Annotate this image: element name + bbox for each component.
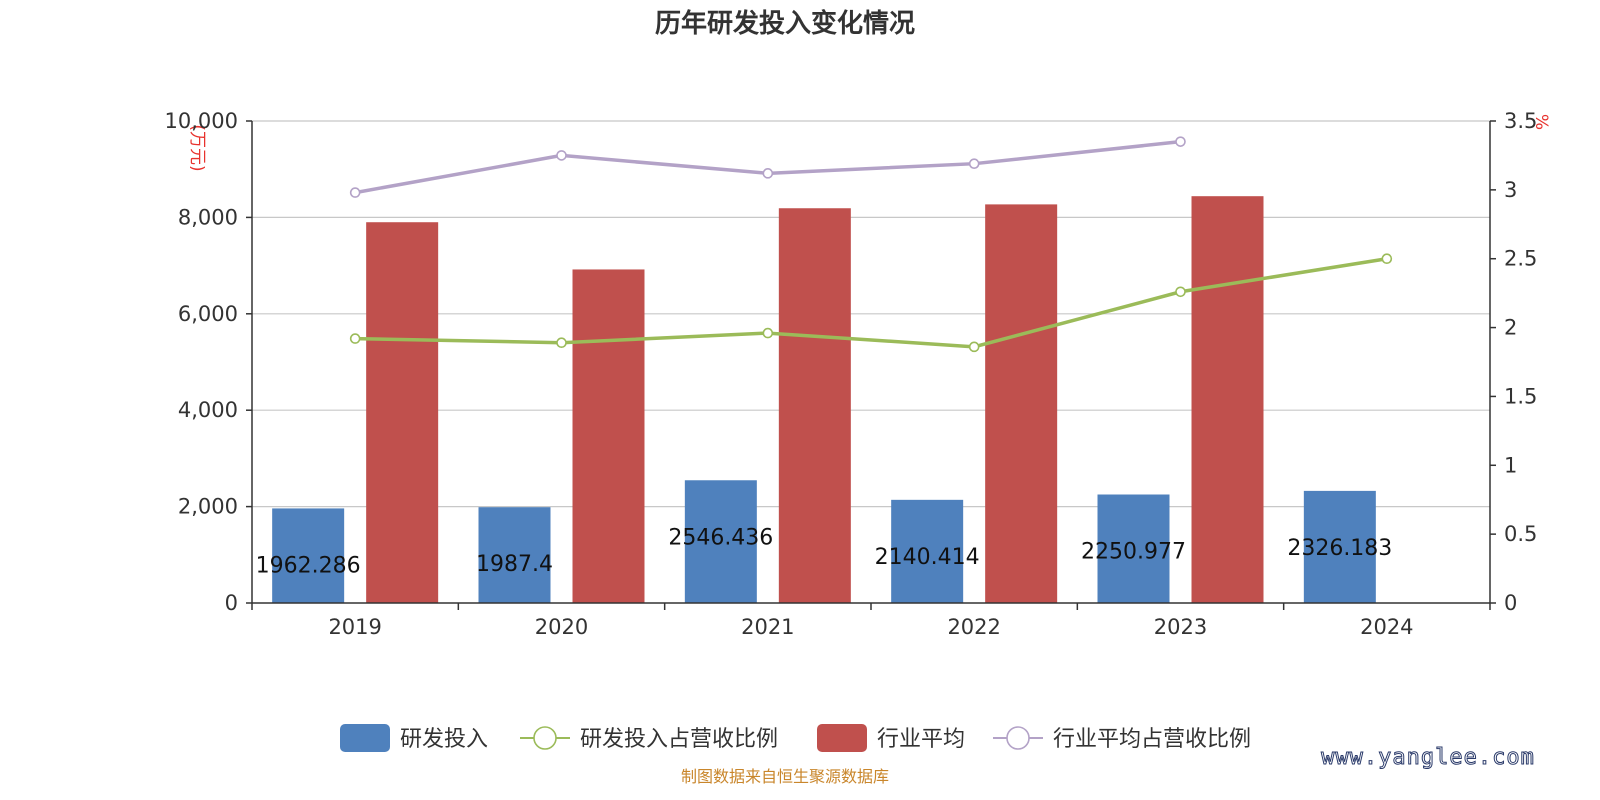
right-tick-label: 0.5 <box>1504 522 1537 546</box>
watermark: www.yanglee.com <box>1321 745 1535 770</box>
series-line <box>355 256 1388 349</box>
x-axis-ticks: 2019 2020 2021 2022 2023 2024 <box>251 603 1491 639</box>
legend-swatch <box>817 724 867 752</box>
x-tick-label: 2023 <box>1154 615 1207 639</box>
source-note: 制图数据来自恒生聚源数据库 <box>681 767 889 786</box>
right-tick-label: 3 <box>1504 178 1517 202</box>
right-tick-label: 1 <box>1504 453 1517 477</box>
legend: 研发投入 研发投入占营收比例 行业平均 行业平均占营收比例 <box>340 724 1251 752</box>
bar <box>572 269 645 603</box>
x-tick-label: 2024 <box>1360 615 1413 639</box>
left-tick-label: 0 <box>225 591 238 615</box>
legend-swatch-marker <box>1006 726 1030 750</box>
bar-data-label: 1962.286 <box>256 553 361 578</box>
right-axis-unit: % <box>1531 114 1551 130</box>
bar <box>1303 490 1376 603</box>
bars <box>272 196 1376 604</box>
legend-label: 行业平均占营收比例 <box>1053 727 1251 752</box>
legend-label: 研发投入占营收比例 <box>580 727 778 752</box>
line-point <box>1381 253 1393 265</box>
left-tick-label: 4,000 <box>178 398 238 422</box>
bar <box>778 208 851 603</box>
bar <box>272 508 345 603</box>
right-tick-label: 1.5 <box>1504 384 1537 408</box>
left-tick-label: 2,000 <box>178 495 238 519</box>
series-line <box>354 139 1181 195</box>
left-tick-label: 6,000 <box>178 302 238 326</box>
legend-swatch <box>340 724 390 752</box>
bar-data-label: 1987.4 <box>476 552 553 577</box>
x-tick-label: 2019 <box>328 615 381 639</box>
data-labels: 1962.286 1987.4 2546.436 2140.414 2250.977 23… <box>256 525 1393 578</box>
bar-data-label: 2326.183 <box>1287 536 1392 561</box>
chart-title: 历年研发投入变化情况 <box>655 8 915 39</box>
line-point <box>556 150 567 161</box>
bar-data-label: 2546.436 <box>668 525 773 550</box>
right-tick-label: 2 <box>1504 316 1517 340</box>
right-tick-label: 2.5 <box>1504 247 1537 271</box>
bar-data-label: 2250.977 <box>1081 540 1186 565</box>
bar <box>1191 196 1264 603</box>
left-axis-unit: (万元) <box>187 124 207 171</box>
bar-data-label: 2140.414 <box>875 545 980 570</box>
line-point <box>349 333 361 344</box>
x-tick-label: 2021 <box>741 615 794 639</box>
legend-swatch-marker <box>533 726 557 750</box>
right-axis-ticks: 0 0.5 1 1.5 2 2.5 3 3.5 <box>1490 109 1537 615</box>
line-point <box>1175 136 1186 147</box>
bar <box>1097 494 1170 603</box>
line-point <box>1175 286 1186 298</box>
line-point <box>968 158 980 169</box>
legend-label: 研发投入 <box>400 727 488 752</box>
line-point <box>968 341 980 353</box>
grid-lines <box>252 120 1490 508</box>
lines <box>349 136 1393 353</box>
bar <box>891 499 964 603</box>
line-point <box>762 327 774 339</box>
left-tick-label: 10,000 <box>165 109 238 133</box>
line-point <box>349 187 361 198</box>
bar <box>478 507 551 603</box>
line-point <box>556 337 567 349</box>
bar <box>366 222 439 603</box>
legend-label: 行业平均 <box>877 727 965 752</box>
x-tick-label: 2020 <box>535 615 588 639</box>
bar <box>684 480 757 603</box>
right-tick-label: 3.5 <box>1504 109 1537 133</box>
left-axis-ticks: 0 2,000 4,000 6,000 8,000 10,000 <box>165 109 252 615</box>
x-tick-label: 2022 <box>947 615 1000 639</box>
left-tick-label: 8,000 <box>178 205 238 229</box>
right-tick-label: 0 <box>1504 591 1517 615</box>
bar <box>985 204 1058 604</box>
line-point <box>762 168 774 179</box>
